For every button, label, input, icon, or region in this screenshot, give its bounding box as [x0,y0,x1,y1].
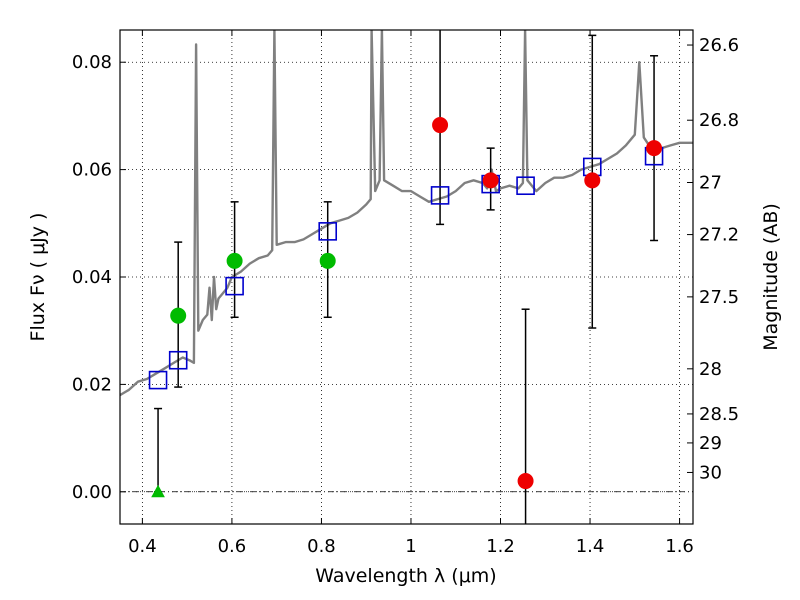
error-bars [154,30,659,524]
y-tick-label: 0.02 [72,374,112,395]
y-tick-label: 0.00 [72,482,112,503]
observed-point [432,117,449,134]
sed-model-line [120,30,693,397]
plot-frame [119,29,694,525]
right-tick-label: 29 [699,433,722,454]
observed-point [584,172,601,189]
x-axis-title: Wavelength λ (μm) [315,565,496,587]
x-tick-label: 0.8 [307,536,336,557]
x-tick-label: 1.4 [576,536,605,557]
model-photometry-box [148,370,168,390]
model-photometry-box [318,222,338,241]
grid [120,30,693,524]
x-tick-label: 1 [405,536,416,557]
y-tick-label: 0.08 [72,52,112,73]
y-tick-label: 0.04 [72,267,112,288]
y-tick-label: 0.06 [72,160,112,181]
x-tick-label: 0.6 [218,536,247,557]
model-photometry-box [516,176,535,196]
right-axis-title: Magnitude (AB) [760,203,782,351]
model-photometry-box [225,276,244,296]
observed-point [170,307,187,324]
right-tick-label: 28.5 [699,404,739,425]
right-tick-label: 28 [699,359,722,380]
observed-point [482,172,499,189]
observed-point [319,252,336,269]
observed-point [226,252,243,269]
right-tick-label: 27 [699,172,722,193]
observed-photometry [151,117,663,498]
right-tick-label: 27.5 [699,287,739,308]
x-tick-label: 0.4 [128,536,157,557]
upper-limit-marker [151,484,165,498]
x-tick-label: 1.2 [486,536,515,557]
axis-ticks: 0.4 0.6 0.8 1 1.2 1.4 1.6 0.00 0.02 0.04 0.06 0.08 2… [72,30,739,557]
sed-model-spectrum [120,30,693,397]
y-axis-title: Flux Fν ( μJy ) [27,213,49,342]
model-photometry-box [430,186,450,205]
observed-point [517,473,534,490]
right-tick-label: 27.2 [699,225,739,246]
right-tick-label: 26.8 [699,110,739,131]
right-tick-label: 26.6 [699,35,739,56]
x-tick-label: 1.6 [665,536,694,557]
observed-point [646,140,663,157]
model-photometry-box [168,350,188,370]
right-tick-label: 30 [699,462,722,483]
